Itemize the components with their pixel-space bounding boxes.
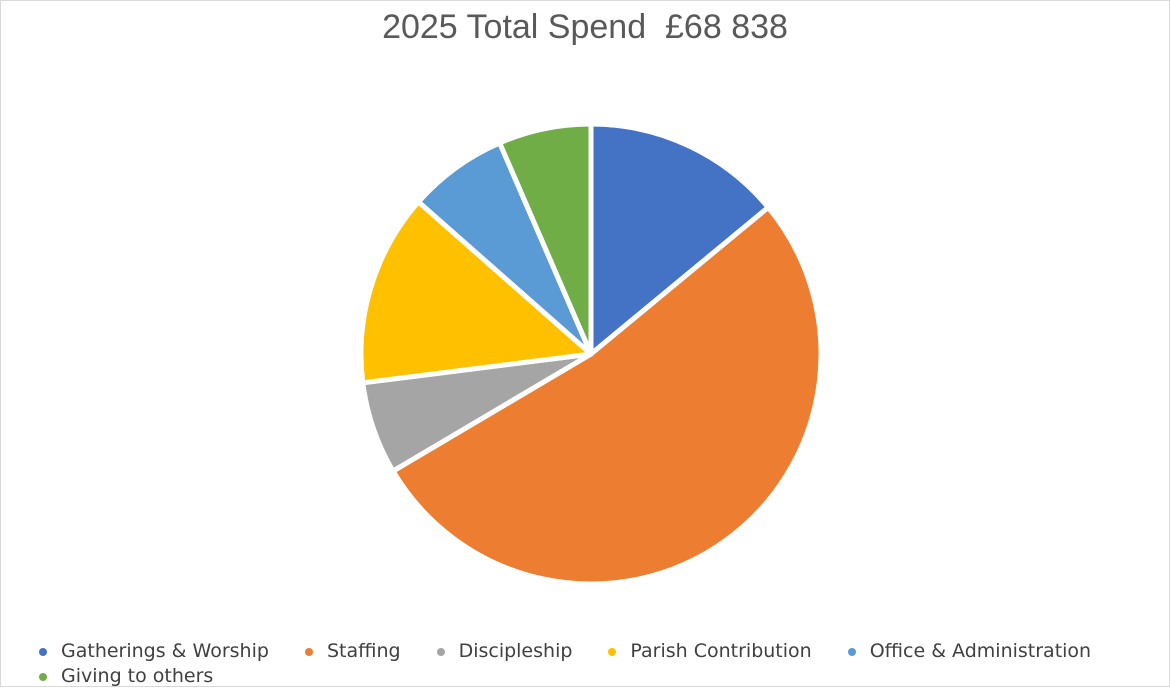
pie-slice-giving-to-others (497, 121, 594, 357)
pie-slice-gatherings-worship (588, 121, 771, 357)
legend-label: Office & Administration (869, 640, 1092, 662)
pie-chart (358, 121, 824, 587)
legend-marker-icon (39, 647, 47, 656)
legend-label: Discipleship (458, 640, 573, 662)
legend-marker-icon (39, 672, 47, 681)
legend-item: Gatherings & Worship (39, 639, 269, 664)
legend-marker-icon (608, 647, 617, 656)
pie-slice-staffing (390, 204, 824, 587)
chart-legend: Gatherings & Worship Staffing Discipleship… (39, 639, 1159, 689)
legend-row: Giving to others (39, 664, 1159, 689)
legend-marker-icon (847, 647, 856, 656)
legend-item: Parish Contribution (608, 639, 812, 664)
legend-label: Staffing (326, 640, 401, 662)
pie-slice-parish-contribution (358, 199, 594, 386)
legend-label: Giving to others (61, 665, 214, 687)
legend-marker-icon (436, 647, 445, 656)
legend-item: Staffing (304, 639, 401, 664)
legend-item: Giving to others (39, 664, 213, 689)
chart-title: 2025 Total Spend £68 838 (382, 8, 788, 46)
legend-label: Parish Contribution (630, 640, 812, 662)
legend-label: Gatherings & Worship (61, 640, 269, 662)
legend-item: Office & Administration (847, 639, 1092, 664)
legend-marker-icon (304, 647, 313, 656)
legend-item: Discipleship (436, 639, 573, 664)
legend-row: Gatherings & Worship Staffing Discipleship… (39, 639, 1159, 664)
